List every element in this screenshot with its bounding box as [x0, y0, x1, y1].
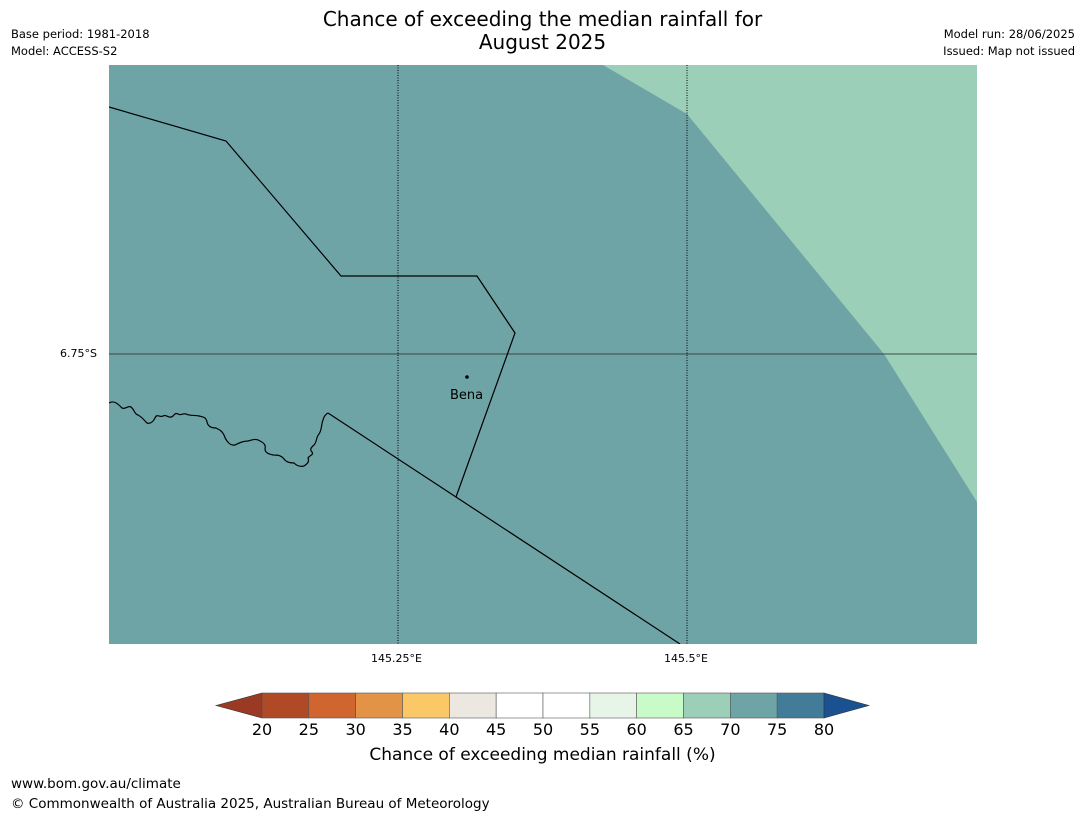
town-marker: [465, 375, 469, 379]
colorbar-bin: [730, 692, 778, 719]
colorbar-bin: [308, 692, 356, 719]
province-border-north: [109, 106, 516, 498]
province-border-south: [327, 412, 681, 644]
footer-url: www.bom.gov.au/climate: [11, 776, 181, 792]
colorbar-bin: [402, 692, 450, 719]
colorbar-tick-label: 30: [345, 720, 366, 739]
map-area: [109, 65, 977, 644]
colorbar-bin: [636, 692, 684, 719]
town-label-bena: Bena: [450, 388, 484, 403]
colorbar-tick-label: 70: [720, 720, 741, 739]
colorbar-tick-label: 65: [673, 720, 694, 739]
colorbar-label: Chance of exceeding median rainfall (%): [369, 745, 716, 765]
model-name: Model: ACCESS-S2: [11, 44, 118, 58]
map-title-line2: August 2025: [478, 30, 607, 54]
base-period: Base period: 1981-2018: [11, 27, 150, 41]
colorbar-tick-label: 20: [251, 720, 273, 739]
colorbar-bin: [355, 692, 403, 719]
colorbar-bin: [261, 692, 310, 719]
model-run: Model run: 28/06/2025: [943, 27, 1075, 41]
colorbar-tick-label: 35: [392, 720, 413, 739]
map-title-line1: Chance of exceeding the median rainfall …: [322, 7, 763, 31]
colorbar-bin: [495, 692, 544, 719]
meta-right: Model run: 28/06/2025 Issued: Map not is…: [943, 26, 1075, 60]
issued-status: Issued: Map not issued: [943, 44, 1075, 58]
footer-copyright: © Commonwealth of Australia 2025, Austra…: [11, 796, 490, 812]
map-title: Chance of exceeding the median rainfall …: [0, 8, 1085, 54]
lon-label-145-5: 145.5°E: [664, 652, 708, 665]
colorbar-tick-label: 50: [532, 720, 554, 739]
lon-label-145-25: 145.25°E: [371, 652, 422, 665]
colorbar-tick-label: 25: [298, 720, 319, 739]
probability-band-65-70: [603, 65, 977, 502]
colorbar-bin: [542, 692, 591, 719]
colorbar-tick-label: 55: [579, 720, 600, 739]
colorbar-tick-label: 75: [766, 720, 788, 739]
colorbar-bin: [776, 692, 825, 719]
river-border: [109, 401, 329, 467]
colorbar-tick-label: 80: [813, 720, 835, 739]
meta-left: Base period: 1981-2018 Model: ACCESS-S2: [11, 26, 150, 60]
colorbar-tick-label: 40: [439, 720, 460, 739]
colorbar-over-triangle: [823, 692, 871, 719]
colorbar-tick-label: 45: [485, 720, 507, 739]
colorbar-bin: [589, 692, 637, 719]
colorbar-bin: [449, 692, 497, 719]
colorbar: [214, 692, 871, 719]
colorbar-under-triangle: [214, 692, 263, 719]
colorbar-tick-label: 60: [626, 720, 647, 739]
colorbar-bin: [683, 692, 731, 719]
lat-label: 6.75°S: [60, 347, 97, 360]
